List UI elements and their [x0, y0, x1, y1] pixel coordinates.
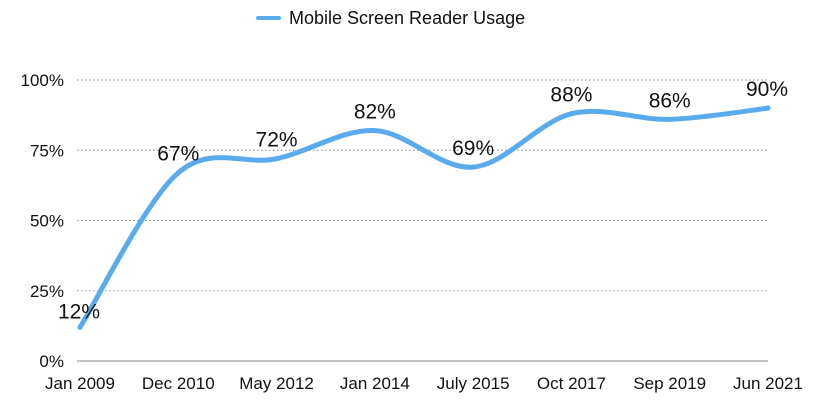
data-label: 86% [649, 89, 691, 112]
data-label: 69% [452, 137, 494, 160]
data-point [470, 164, 476, 170]
data-point [372, 128, 378, 134]
legend-label: Mobile Screen Reader Usage [289, 8, 525, 28]
data-point [274, 156, 280, 162]
data-label: 72% [256, 129, 298, 152]
data-point [667, 116, 673, 122]
y-tick-label: 0% [39, 352, 64, 371]
data-point [77, 324, 83, 330]
x-tick-label: Oct 2017 [537, 374, 606, 393]
x-tick-label: Jun 2021 [733, 374, 803, 393]
x-tick-label: Jan 2009 [45, 374, 115, 393]
data-label: 82% [354, 101, 396, 124]
x-tick-label: July 2015 [437, 374, 510, 393]
legend: Mobile Screen Reader Usage [256, 8, 525, 28]
series-line [77, 105, 771, 330]
series-layer [77, 105, 771, 330]
x-tick-label: May 2012 [239, 374, 314, 393]
y-tick-label: 50% [30, 212, 64, 231]
data-label: 67% [157, 143, 199, 166]
x-axis-ticks: Jan 2009 Dec 2010 May 2012 Jan 2014 July 201… [45, 374, 803, 393]
x-tick-label: Sep 2019 [633, 374, 706, 393]
data-point [175, 170, 181, 176]
x-tick-label: Jan 2014 [340, 374, 410, 393]
data-label: 90% [746, 78, 788, 101]
data-label: 88% [550, 84, 592, 107]
y-axis-ticks: 0% 25% 50% 75% 100% [21, 71, 64, 371]
data-label: 12% [58, 300, 100, 323]
gridlines [77, 79, 768, 362]
y-tick-label: 25% [30, 282, 64, 301]
data-point [568, 111, 574, 117]
data-labels: 12% 67% 72% 82% 69% 88% 86% 90% [58, 78, 788, 323]
y-tick-label: 100% [21, 71, 64, 90]
data-point [765, 105, 771, 111]
y-tick-label: 75% [30, 141, 64, 160]
x-tick-label: Dec 2010 [142, 374, 215, 393]
